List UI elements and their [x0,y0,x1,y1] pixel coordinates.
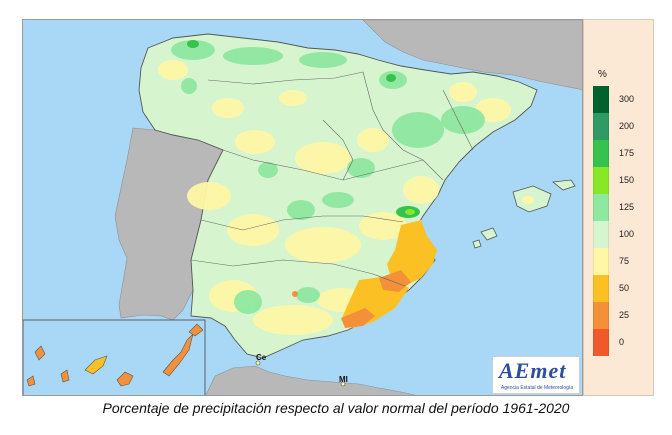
melilla-marker: Ml [339,375,348,387]
logo-subtitle: Agencia Estatal de Meteorología [500,385,574,391]
region-boundaries [190,71,474,287]
canary-islands-inset [23,319,206,395]
legend-label-175: 175 [619,148,635,158]
map-caption: Porcentaje de precipitación respecto al … [102,400,570,416]
precip-zone-125-150 [171,40,485,314]
legend-label-125: 125 [619,202,635,212]
legend-swatch-75 [593,248,609,275]
legend-label-300: 300 [619,94,635,104]
north-africa-landmass [205,365,416,395]
legend-swatch-150 [593,167,609,194]
legend-swatch-200 [593,113,609,140]
ceuta-label: Ce [256,353,267,362]
legend-swatch-300 [593,86,609,113]
france-landmass [362,20,582,90]
melilla-label: Ml [339,375,348,384]
precipitation-map: Ce Ml [22,19,583,396]
ceuta-marker: Ce [255,353,267,366]
legend-swatch-125 [593,194,609,221]
legend-label-200: 200 [619,121,635,131]
map-canvas: Ce Ml [23,20,582,395]
legend-label-0: 0 [619,337,625,347]
legend-unit: % [598,69,607,80]
precip-zone-150-200 [187,40,420,218]
precip-zone-75-100 [158,60,511,335]
legend-label-25: 25 [619,310,630,320]
legend-swatch-0 [593,329,609,356]
logo-name: AEmet [499,358,567,383]
balearic-islands [472,179,576,249]
legend-swatch-25 [593,302,609,329]
legend-swatch-100 [593,221,609,248]
legend-label-50: 50 [619,283,630,293]
legend-swatch-175 [593,140,609,167]
legend-label-150: 150 [619,175,635,185]
aemet-logo: AEmet Agencia Estatal de Meteorología [492,356,580,394]
legend-swatch-50 [593,275,609,302]
legend-panel: % 300 200 175 150 125 100 75 50 25 0 [583,19,654,396]
legend-label-75: 75 [619,256,630,266]
legend-label-100: 100 [619,229,635,239]
precip-zone-25-50 [292,270,411,328]
